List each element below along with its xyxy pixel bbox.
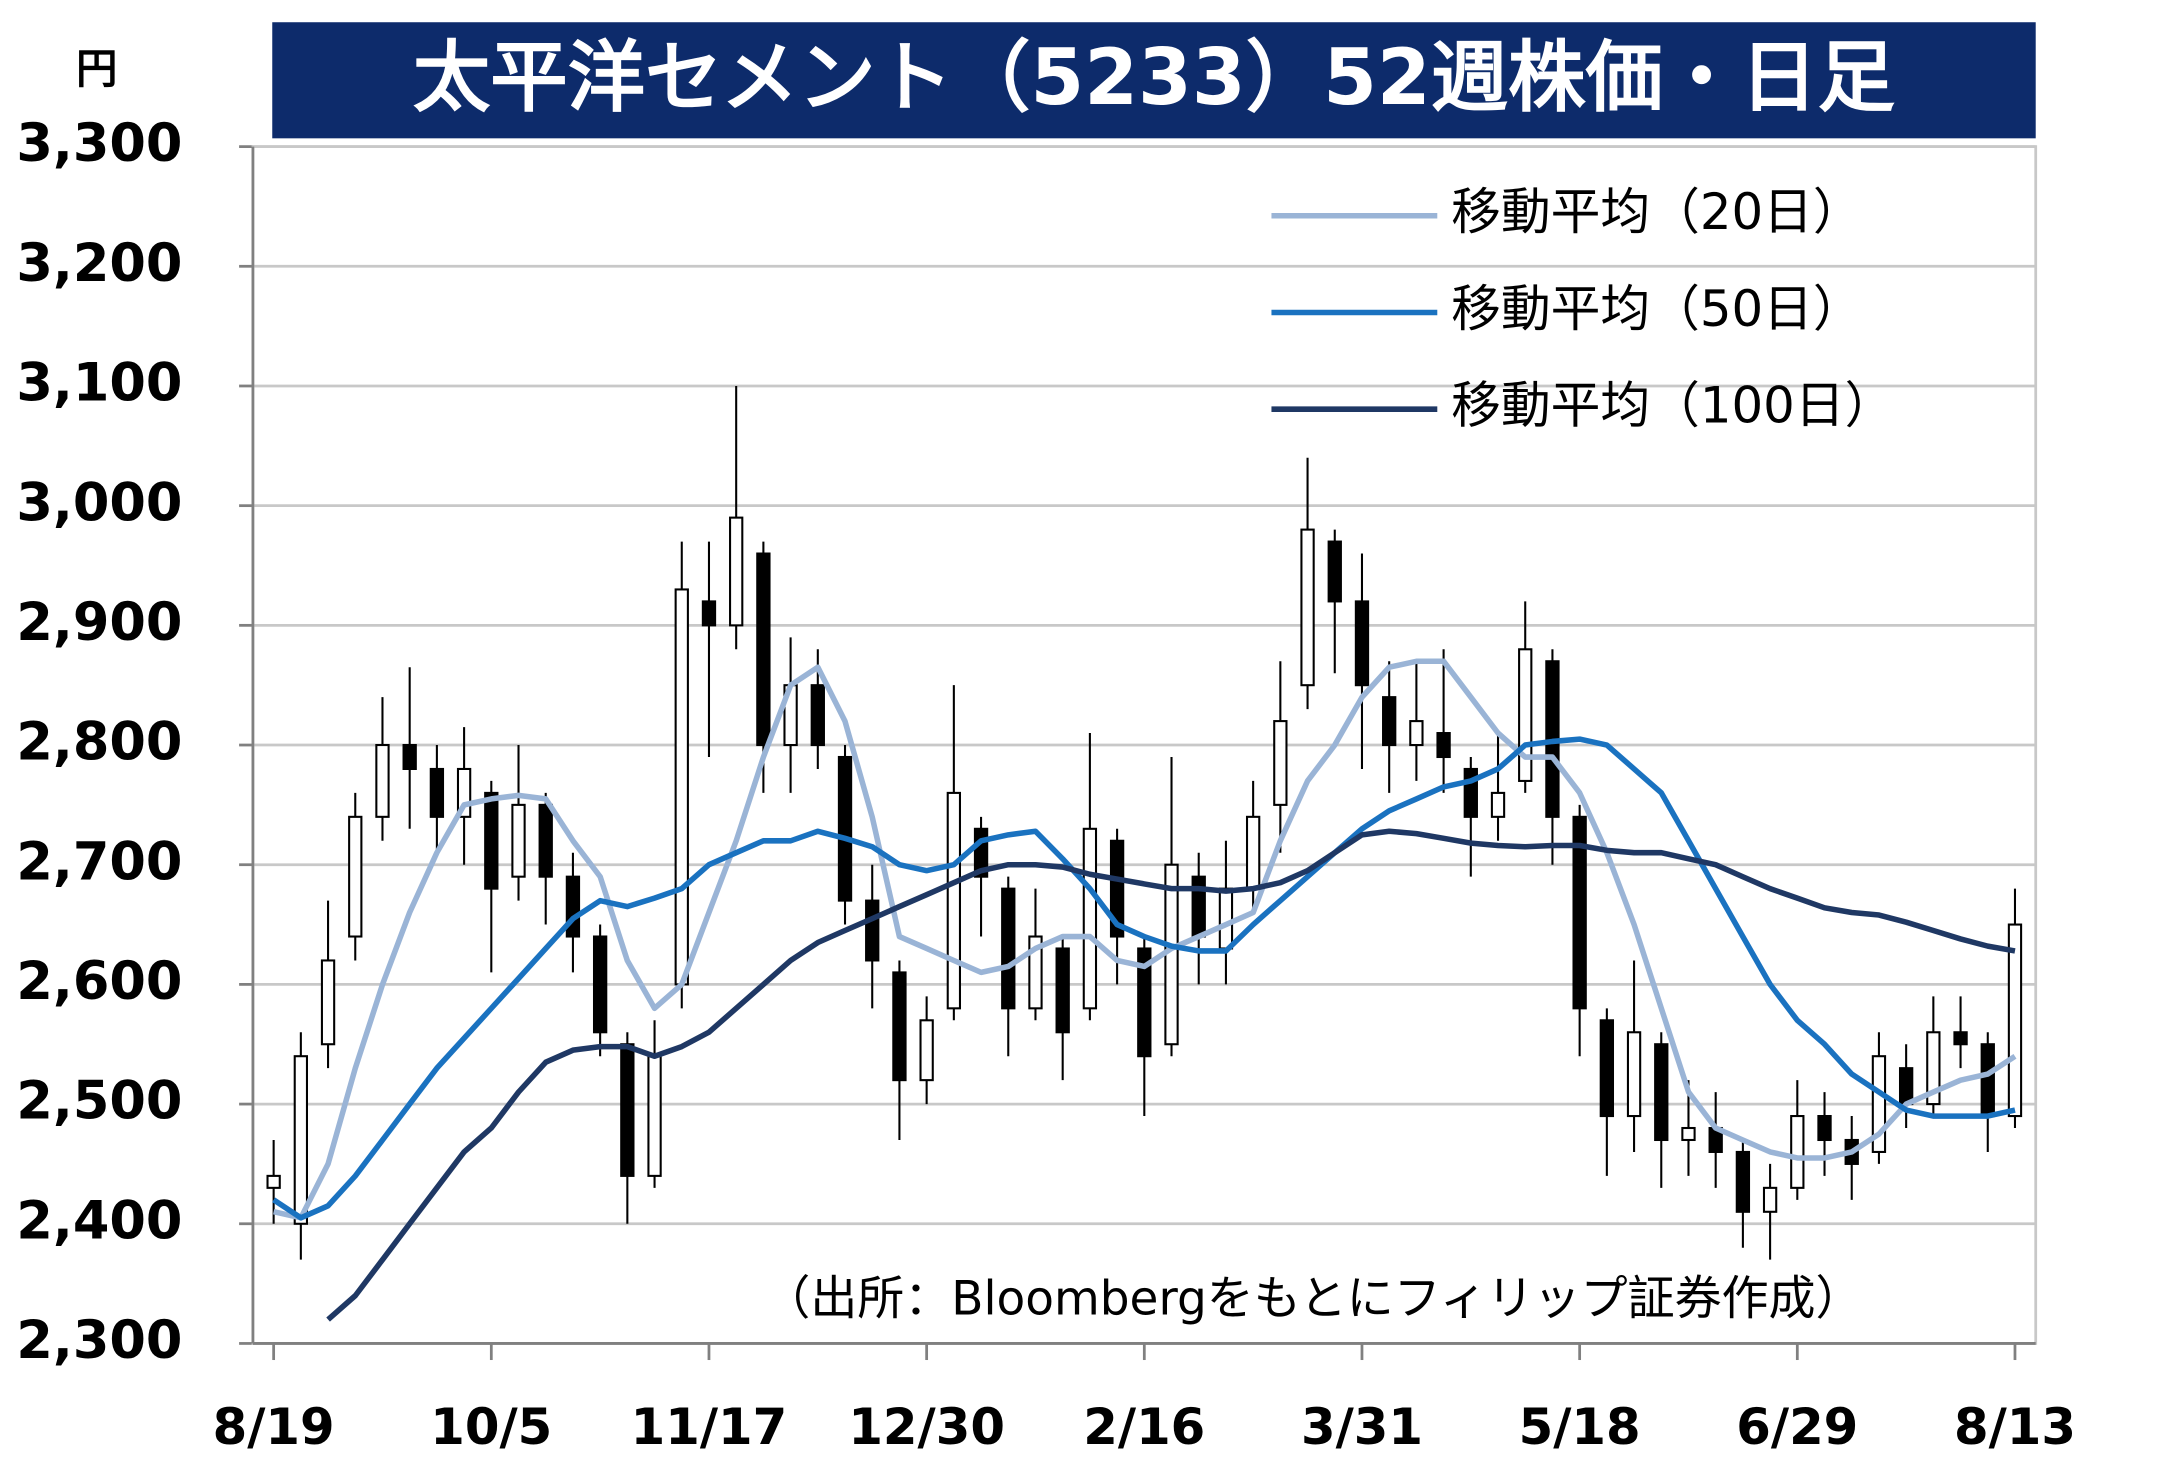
y-tick-label: 2,400	[16, 1190, 182, 1251]
candle-body	[1191, 875, 1206, 938]
legend-label: 移動平均（50日）	[1451, 280, 1863, 338]
candle-body	[348, 815, 363, 938]
candle-body	[1436, 732, 1451, 759]
candle-body	[1300, 528, 1315, 687]
y-unit: 円	[76, 45, 117, 93]
candle-body	[1572, 815, 1587, 1010]
candle-body	[1354, 600, 1370, 687]
candle-body	[429, 767, 445, 818]
candle-body	[538, 803, 553, 878]
candle-body	[647, 1055, 662, 1177]
candle-body	[1599, 1019, 1615, 1118]
y-tick-label: 2,300	[16, 1310, 182, 1371]
candle-body	[1382, 696, 1397, 747]
y-tick-label: 2,500	[16, 1071, 182, 1132]
candle-body	[1926, 1031, 1941, 1106]
candle-body	[402, 743, 417, 771]
candle-body	[865, 899, 880, 962]
y-tick-label: 3,200	[16, 233, 182, 294]
candle-body	[1028, 935, 1043, 1010]
y-tick-label: 3,000	[16, 472, 182, 533]
x-tick-label: 8/19	[213, 1398, 335, 1456]
candle-body	[946, 791, 962, 1010]
candle-body	[1218, 887, 1234, 950]
candle-body	[1001, 887, 1016, 1010]
candle-body	[620, 1043, 635, 1177]
candle-body	[565, 875, 581, 938]
x-tick-label: 3/31	[1301, 1398, 1423, 1456]
y-tick-label: 3,100	[16, 353, 182, 414]
candle-body	[1654, 1043, 1669, 1142]
candle-body	[320, 959, 336, 1046]
y-tick-label: 2,600	[16, 951, 182, 1012]
y-tick-label: 2,700	[16, 831, 182, 892]
candle-body	[511, 803, 526, 878]
candle-body	[1898, 1067, 1914, 1106]
ma-line	[326, 828, 2016, 1322]
candle-body	[1980, 1043, 1995, 1118]
candle-body	[1490, 791, 1506, 818]
chart-title: 太平洋セメント（5233）52週株価・日足	[413, 33, 1895, 123]
candle-body	[729, 516, 744, 627]
candle-body	[1681, 1126, 1696, 1142]
candle-body	[266, 1174, 281, 1189]
candle-body	[1762, 1186, 1778, 1213]
candle-body	[1817, 1115, 1832, 1142]
candle-body	[592, 935, 608, 1034]
candle-body	[1518, 648, 1533, 782]
candle-body	[892, 971, 907, 1082]
x-tick-label: 8/13	[1954, 1398, 2076, 1456]
candle-body	[674, 588, 689, 986]
candle-body	[756, 552, 771, 747]
candle-body	[484, 791, 499, 890]
candle-body	[1245, 815, 1261, 890]
candle-body	[810, 684, 825, 747]
candle-body	[293, 1055, 309, 1225]
y-tick-label: 3,300	[16, 113, 182, 174]
title-bar	[272, 22, 2036, 139]
candle-body	[1109, 839, 1125, 938]
source-note: （出所：Bloombergをもとにフィリップ証券作成）	[763, 1271, 1862, 1326]
y-tick-label: 2,900	[16, 592, 182, 653]
candle-body	[1790, 1115, 1805, 1189]
candle-body	[1626, 1031, 1642, 1118]
candle-body	[375, 743, 390, 818]
candle-body	[1082, 827, 1098, 1010]
candle-body	[1137, 947, 1152, 1058]
candle-body	[837, 755, 853, 902]
legend-label: 移動平均（100日）	[1451, 377, 1894, 435]
legend-label: 移動平均（20日）	[1451, 183, 1863, 241]
x-tick-label: 6/29	[1736, 1398, 1858, 1456]
candle-body	[1735, 1150, 1751, 1213]
x-tick-label: 2/16	[1083, 1398, 1205, 1456]
x-tick-label: 11/17	[631, 1398, 788, 1456]
candle-body	[2007, 923, 2023, 1118]
candle-body	[701, 600, 717, 627]
candle-body	[1953, 1031, 1968, 1046]
x-tick-label: 5/18	[1519, 1398, 1641, 1456]
y-tick-label: 2,800	[16, 712, 182, 773]
x-tick-label: 10/5	[430, 1398, 552, 1456]
candle-body	[1409, 720, 1424, 747]
ma-line	[273, 658, 2017, 1221]
candle-body	[1273, 720, 1288, 806]
candle-body	[1055, 947, 1070, 1034]
candle-body	[1327, 540, 1342, 603]
x-tick-label: 12/30	[848, 1398, 1005, 1456]
candle-body	[919, 1019, 934, 1082]
ma-line	[272, 736, 2016, 1221]
